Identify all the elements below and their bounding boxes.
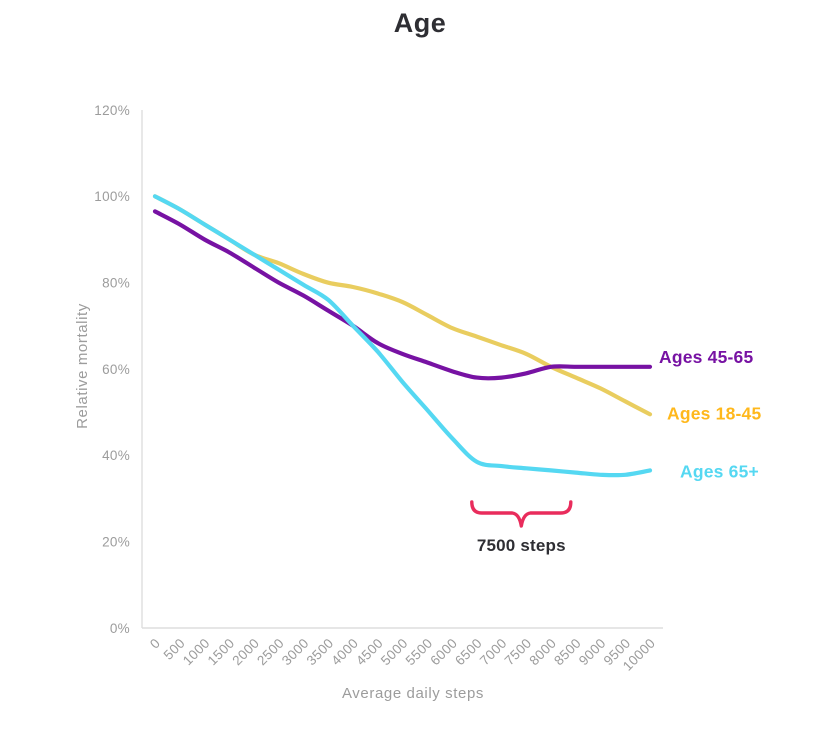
x-tick-label: 2000 xyxy=(229,636,262,669)
x-tick-label: 4500 xyxy=(353,636,386,669)
legend-label-ages-18-45: Ages 18-45 xyxy=(667,403,761,423)
x-tick-label: 7500 xyxy=(502,636,535,669)
x-tick-label: 5000 xyxy=(378,636,411,669)
x-tick-label: 5500 xyxy=(403,636,436,669)
chart-title: Age xyxy=(393,8,447,38)
x-tick-label: 9000 xyxy=(576,636,609,669)
series-lines-group xyxy=(152,194,653,478)
y-tick-label: 40% xyxy=(102,448,130,463)
y-tick-label: 60% xyxy=(102,362,130,377)
y-tick-label: 20% xyxy=(102,534,130,549)
series-line-ages-65- xyxy=(152,194,653,478)
y-tick-label: 80% xyxy=(102,275,130,290)
x-tick-label: 2500 xyxy=(254,636,287,669)
x-tick-label: 3000 xyxy=(279,636,312,669)
x-tick-label: 4000 xyxy=(328,636,361,669)
x-tick-label: 1000 xyxy=(180,636,213,669)
legend-label-ages-65-: Ages 65+ xyxy=(680,461,759,481)
x-axis-title: Average daily steps xyxy=(342,685,484,702)
x-tick-label: 6000 xyxy=(427,636,460,669)
x-tick-label: 0 xyxy=(147,636,163,652)
x-tick-label: 1500 xyxy=(205,636,238,669)
y-tick-label: 0% xyxy=(110,621,130,636)
y-tick-label: 120% xyxy=(94,103,130,118)
series-line-ages-45-65 xyxy=(152,209,653,381)
legend-label-ages-45-65: Ages 45-65 xyxy=(659,347,753,367)
x-tick-label: 3500 xyxy=(304,636,337,669)
x-tick-label: 8500 xyxy=(551,636,584,669)
x-tick-label: 7000 xyxy=(477,636,510,669)
y-tick-labels-group: 0% 20% 40% 60% 80% 100% 120% xyxy=(94,103,130,636)
x-tick-label: 6500 xyxy=(452,636,485,669)
y-tick-label: 100% xyxy=(94,189,130,204)
brace-annotation xyxy=(470,500,573,528)
annotation-group: 7500 steps xyxy=(470,500,573,555)
axes-group xyxy=(141,110,663,629)
x-tick-labels-group: 0500100015002000250030003500400045005000… xyxy=(147,636,658,674)
annotation-label: 7500 steps xyxy=(477,536,566,555)
x-tick-label: 8000 xyxy=(526,636,559,669)
y-axis-title: Relative mortality xyxy=(74,303,91,429)
legend-group: Ages 45-65 Ages 18-45 Ages 65+ xyxy=(659,347,761,482)
